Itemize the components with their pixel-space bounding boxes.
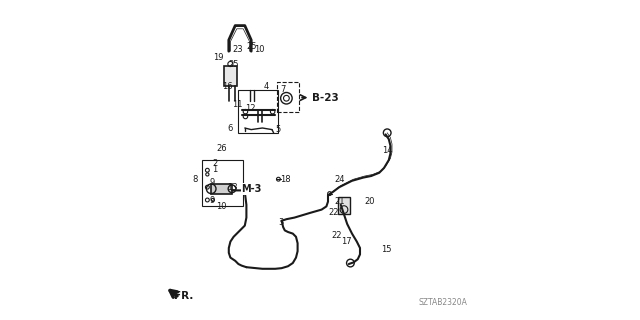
Text: SZTAB2320A: SZTAB2320A <box>419 298 467 307</box>
Text: 3: 3 <box>278 218 284 227</box>
Text: 21: 21 <box>334 197 345 206</box>
Text: 22: 22 <box>332 231 342 240</box>
Text: 7: 7 <box>280 85 285 94</box>
Text: FR.: FR. <box>174 291 194 301</box>
Bar <box>239 90 278 133</box>
Text: 26: 26 <box>216 144 227 153</box>
Text: 17: 17 <box>340 237 351 246</box>
Text: 9: 9 <box>210 178 215 187</box>
Text: 14: 14 <box>383 146 393 155</box>
Text: 22: 22 <box>328 208 339 217</box>
Text: 10: 10 <box>254 45 265 54</box>
Text: 11: 11 <box>232 100 243 108</box>
Text: 1: 1 <box>212 165 218 174</box>
Text: 25: 25 <box>229 60 239 68</box>
Text: 15: 15 <box>381 245 391 254</box>
Text: 4: 4 <box>264 82 269 91</box>
Text: 24: 24 <box>334 175 345 184</box>
Bar <box>211 184 232 194</box>
Text: 23: 23 <box>232 45 243 54</box>
Text: 6: 6 <box>227 124 232 132</box>
Text: 25: 25 <box>246 42 257 51</box>
Text: 19: 19 <box>212 53 223 62</box>
Text: 10: 10 <box>216 202 227 211</box>
Text: 8: 8 <box>192 175 197 184</box>
Text: 12: 12 <box>245 104 255 113</box>
Text: 2: 2 <box>212 159 218 168</box>
Text: 9: 9 <box>210 196 215 204</box>
Text: 20: 20 <box>365 197 375 206</box>
Bar <box>224 66 237 86</box>
Text: B-23: B-23 <box>312 92 339 103</box>
Text: 13: 13 <box>227 183 238 192</box>
Text: 16: 16 <box>223 82 233 91</box>
Bar <box>202 160 243 206</box>
Text: 18: 18 <box>280 175 291 184</box>
Bar <box>277 82 300 112</box>
Text: M-3: M-3 <box>242 184 262 194</box>
Bar <box>338 197 351 214</box>
Text: 5: 5 <box>275 125 280 134</box>
